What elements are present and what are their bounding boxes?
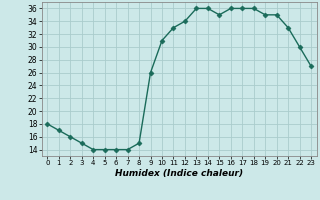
X-axis label: Humidex (Indice chaleur): Humidex (Indice chaleur) (115, 169, 243, 178)
